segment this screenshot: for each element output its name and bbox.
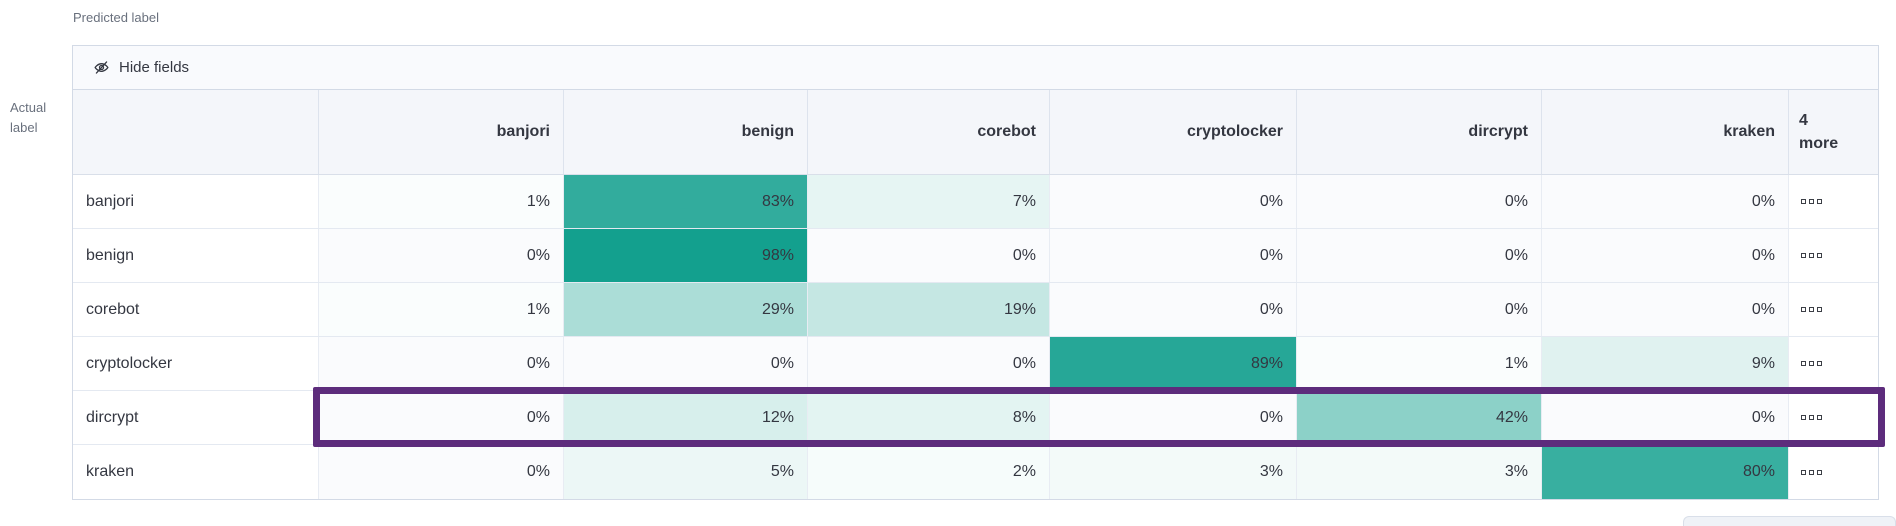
matrix-cell: 1% xyxy=(1297,337,1542,390)
matrix-cell: 1% xyxy=(319,175,564,228)
matrix-cell: 12% xyxy=(564,391,808,444)
matrix-cell: 0% xyxy=(319,337,564,390)
more-columns-cell xyxy=(1789,445,1878,499)
boxes-horizontal-icon[interactable] xyxy=(1799,195,1824,208)
matrix-cell: 3% xyxy=(1297,445,1542,499)
row-label-cryptolocker: cryptolocker xyxy=(73,337,319,390)
matrix-cell: 19% xyxy=(808,283,1050,336)
matrix-cell: 0% xyxy=(1050,391,1297,444)
matrix-cell: 0% xyxy=(319,229,564,282)
matrix-cell: 0% xyxy=(1542,175,1789,228)
hide-fields-button[interactable]: Hide fields xyxy=(93,59,189,76)
column-header-corebot: corebot xyxy=(808,90,1050,174)
matrix-cell: 1% xyxy=(319,283,564,336)
row-label-corebot: corebot xyxy=(73,283,319,336)
boxes-horizontal-icon[interactable] xyxy=(1799,466,1824,479)
matrix-cell: 0% xyxy=(564,337,808,390)
more-columns-cell xyxy=(1789,283,1878,336)
row-label-banjori: banjori xyxy=(73,175,319,228)
matrix-cell: 0% xyxy=(808,337,1050,390)
collapsed-columns-header: 4 more xyxy=(1799,111,1839,152)
confusion-matrix-table: Hide fields banjori benign corebot cryptolo… xyxy=(72,45,1885,500)
actual-label: Actual label xyxy=(10,100,47,135)
boxes-horizontal-icon[interactable] xyxy=(1799,303,1824,316)
hide-fields-bar: Hide fields xyxy=(73,46,1878,90)
column-header-banjori: banjori xyxy=(319,90,564,174)
column-header-kraken: kraken xyxy=(1542,90,1789,174)
more-columns-cell xyxy=(1789,229,1878,282)
matrix-cell: 0% xyxy=(808,229,1050,282)
matrix-cell: 0% xyxy=(319,445,564,499)
matrix-cell: 7% xyxy=(808,175,1050,228)
matrix-cell: 3% xyxy=(1050,445,1297,499)
row-label-dircrypt: dircrypt xyxy=(73,391,319,444)
matrix-row-kraken: kraken 0% 5% 2% 3% 3% 80% xyxy=(73,445,1878,499)
bottom-right-panel-edge xyxy=(1683,516,1896,526)
predicted-label: Predicted label xyxy=(73,10,159,25)
matrix-cell: 89% xyxy=(1050,337,1297,390)
eye-slash-icon xyxy=(93,59,110,76)
matrix-cell: 0% xyxy=(1297,229,1542,282)
matrix-cell: 0% xyxy=(1542,229,1789,282)
matrix-cell: 29% xyxy=(564,283,808,336)
boxes-horizontal-icon[interactable] xyxy=(1799,249,1824,262)
matrix-cell: 0% xyxy=(1297,175,1542,228)
matrix-row-corebot: corebot 1% 29% 19% 0% 0% 0% xyxy=(73,283,1878,337)
column-header-dircrypt: dircrypt xyxy=(1297,90,1542,174)
matrix-cell: 80% xyxy=(1542,445,1789,499)
matrix-header-row: banjori benign corebot cryptolocker dircrypt… xyxy=(73,90,1878,175)
matrix-cell: 0% xyxy=(1297,283,1542,336)
more-columns-cell xyxy=(1789,175,1878,228)
matrix-cell: 83% xyxy=(564,175,808,228)
column-header-cryptolocker: cryptolocker xyxy=(1050,90,1297,174)
matrix-row-benign: benign 0% 98% 0% 0% 0% 0% xyxy=(73,229,1878,283)
matrix-cell: 0% xyxy=(1542,391,1789,444)
matrix-row-banjori: banjori 1% 83% 7% 0% 0% 0% xyxy=(73,175,1878,229)
matrix-cell: 0% xyxy=(1050,175,1297,228)
row-label-kraken: kraken xyxy=(73,445,319,499)
matrix-cell: 98% xyxy=(564,229,808,282)
matrix-cell: 0% xyxy=(1050,229,1297,282)
more-columns-cell xyxy=(1789,391,1878,444)
matrix-cell: 2% xyxy=(808,445,1050,499)
boxes-horizontal-icon[interactable] xyxy=(1799,411,1824,424)
matrix-cell: 9% xyxy=(1542,337,1789,390)
matrix-cell: 0% xyxy=(1542,283,1789,336)
matrix-cell: 42% xyxy=(1297,391,1542,444)
more-columns-cell xyxy=(1789,337,1878,390)
hide-fields-label: Hide fields xyxy=(119,59,190,76)
matrix-row-cryptolocker: cryptolocker 0% 0% 0% 89% 1% 9% xyxy=(73,337,1878,391)
matrix-row-dircrypt: dircrypt 0% 12% 8% 0% 42% 0% xyxy=(73,391,1878,445)
boxes-horizontal-icon[interactable] xyxy=(1799,357,1824,370)
matrix-cell: 0% xyxy=(1050,283,1297,336)
matrix-body: banjori 1% 83% 7% 0% 0% 0% benign 0% 98% 0% 0% 0% 0% c… xyxy=(73,175,1878,499)
matrix-cell: 8% xyxy=(808,391,1050,444)
row-label-benign: benign xyxy=(73,229,319,282)
matrix-corner-cell xyxy=(73,90,319,174)
matrix-cell: 5% xyxy=(564,445,808,499)
matrix-cell: 0% xyxy=(319,391,564,444)
column-header-benign: benign xyxy=(564,90,808,174)
